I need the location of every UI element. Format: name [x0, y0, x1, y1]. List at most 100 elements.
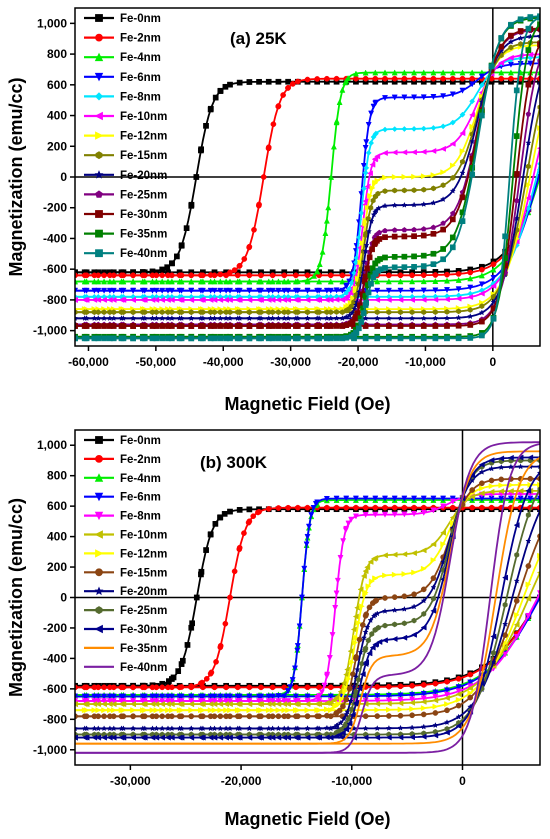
data-point — [391, 202, 398, 208]
data-point — [527, 454, 534, 461]
data-point — [372, 69, 379, 76]
legend-item: Fe-15nm — [84, 567, 167, 579]
data-point — [315, 734, 322, 741]
data-point — [159, 713, 166, 720]
data-point — [199, 278, 206, 285]
data-point — [332, 605, 339, 612]
data-point — [346, 685, 353, 692]
data-point — [353, 75, 359, 82]
data-point — [401, 226, 408, 233]
data-point — [459, 194, 466, 201]
data-point — [440, 182, 446, 189]
data-point — [408, 699, 415, 706]
data-point — [449, 504, 456, 511]
data-point — [352, 513, 359, 520]
data-point — [525, 612, 532, 619]
y-tick-label: -400 — [43, 231, 67, 245]
data-point — [469, 487, 476, 493]
data-point — [308, 512, 315, 519]
data-point — [344, 708, 351, 715]
data-point — [488, 63, 495, 70]
data-point — [294, 643, 301, 650]
data-point — [370, 197, 376, 204]
data-point — [275, 505, 282, 511]
data-point — [375, 205, 382, 211]
data-point — [401, 511, 408, 518]
data-point — [110, 287, 117, 294]
series-fe-15nm — [75, 475, 540, 720]
legend-label: Fe-35nm — [120, 643, 167, 655]
data-point — [153, 734, 160, 741]
data-point — [101, 707, 108, 714]
data-point — [391, 126, 398, 133]
data-point — [188, 201, 195, 208]
legend-item: Fe-0nm — [84, 435, 161, 447]
data-point — [164, 698, 172, 705]
data-point — [372, 575, 379, 582]
data-point — [153, 278, 160, 285]
data-point — [374, 153, 381, 160]
data-point — [95, 278, 102, 285]
data-point — [374, 684, 381, 690]
data-point — [397, 315, 404, 321]
data-point — [420, 173, 427, 180]
data-point — [377, 256, 383, 262]
data-point — [118, 309, 125, 316]
data-point — [409, 705, 416, 712]
data-point — [420, 314, 427, 321]
data-point — [293, 684, 299, 691]
data-point — [391, 571, 398, 578]
data-point — [353, 654, 360, 660]
data-point — [275, 698, 282, 705]
data-point — [178, 242, 185, 249]
data-point — [339, 296, 346, 303]
data-point — [83, 323, 90, 329]
data-point — [364, 265, 371, 272]
data-point — [223, 698, 230, 705]
data-point — [292, 278, 299, 285]
data-point — [269, 693, 276, 700]
data-point — [101, 698, 108, 705]
data-point — [386, 323, 392, 329]
data-point — [258, 272, 264, 279]
data-point — [289, 81, 296, 87]
data-point — [362, 144, 369, 151]
data-point — [450, 174, 456, 181]
data-point — [217, 713, 224, 720]
data-point — [410, 631, 417, 638]
data-point — [227, 269, 233, 276]
data-point — [304, 707, 311, 714]
data-point — [335, 700, 342, 707]
data-point — [411, 253, 417, 260]
data-point — [83, 693, 90, 700]
data-point — [316, 698, 323, 705]
data-point — [525, 163, 531, 170]
data-point — [298, 594, 305, 601]
data-point — [223, 287, 230, 294]
data-point — [211, 323, 218, 329]
data-point — [316, 707, 323, 714]
data-point — [107, 323, 113, 329]
data-point — [118, 684, 125, 691]
data-point — [352, 613, 359, 620]
legend-label: Fe-10nm — [120, 530, 167, 542]
data-point — [444, 323, 450, 329]
data-point — [217, 642, 224, 649]
data-point — [83, 272, 90, 279]
x-tick-label: 0 — [459, 774, 466, 788]
data-point — [397, 697, 404, 704]
data-point — [333, 296, 340, 303]
data-point — [257, 296, 264, 303]
data-point — [83, 684, 90, 691]
data-point — [246, 272, 253, 279]
data-point — [449, 69, 456, 76]
data-point — [391, 233, 398, 240]
data-point — [410, 550, 417, 557]
data-point — [106, 296, 113, 303]
data-point — [455, 322, 462, 329]
data-point — [440, 123, 447, 130]
data-point — [449, 234, 456, 241]
data-point — [409, 323, 415, 329]
data-point — [409, 315, 416, 321]
data-point — [83, 698, 90, 705]
